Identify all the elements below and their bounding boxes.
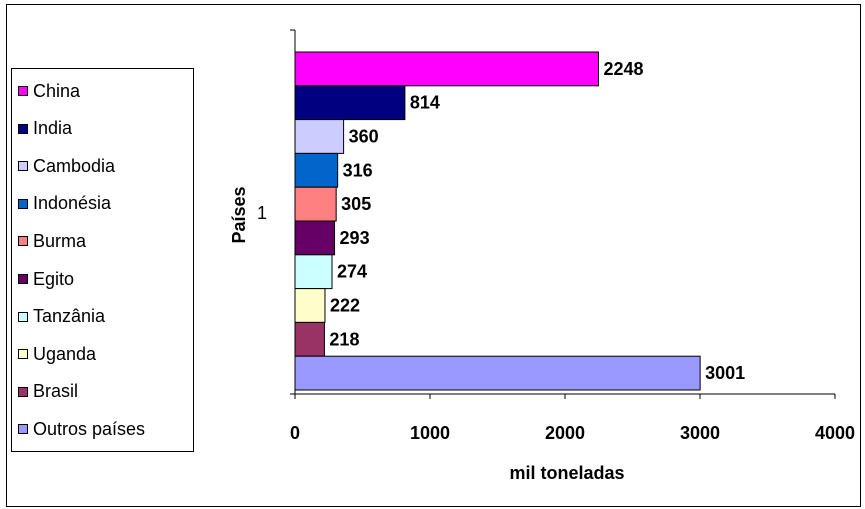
legend-label: Burma [33, 230, 87, 251]
bar-cambodia [294, 119, 345, 154]
legend-swatch [18, 236, 28, 247]
data-label: 814 [410, 93, 440, 113]
legend-item: Burma [18, 230, 86, 252]
data-label: 305 [341, 194, 371, 214]
y-tick-label: 1 [257, 203, 267, 223]
legend-label: Tanzânia [33, 306, 106, 327]
data-label: 218 [329, 329, 359, 349]
legend-label: India [33, 118, 73, 139]
legend-swatch [18, 86, 28, 96]
data-label: 222 [330, 296, 360, 316]
legend-swatch [18, 161, 28, 172]
legend-swatch [18, 349, 28, 360]
data-label: 2248 [603, 59, 643, 79]
legend-label: Outros países [33, 418, 146, 439]
legend-item: China [18, 80, 80, 102]
legend-label: China [33, 80, 81, 101]
legend-swatch [18, 424, 28, 435]
data-label: 274 [337, 262, 367, 282]
x-tick-label: 1000 [410, 423, 450, 443]
legend-item: Uganda [18, 343, 96, 365]
x-axis-title: mil toneladas [509, 463, 624, 483]
y-axis-title: Países [229, 186, 249, 243]
legend-item: Brasil [18, 381, 78, 403]
bar-burma [294, 186, 337, 222]
bar-china [294, 51, 599, 87]
legend-label: Egito [33, 268, 75, 289]
legend-item: Tanzânia [18, 306, 105, 328]
tick-labels: 0 1000 2000 3000 4000 1 [257, 203, 855, 443]
bars [294, 51, 701, 391]
data-label: 360 [349, 127, 379, 147]
bar-india [294, 85, 406, 121]
legend-item: India [18, 118, 72, 140]
legend-item: Outros países [18, 418, 145, 440]
bar-tanzânia [294, 254, 333, 290]
bar-uganda [294, 288, 326, 323]
x-tick-label: 2000 [545, 423, 585, 443]
legend-swatch [18, 311, 28, 322]
x-tick-label: 4000 [815, 423, 855, 443]
legend: China India Cambodia Indonésia Burma Egito Tan… [11, 68, 194, 452]
bar-outros-países [294, 355, 701, 391]
x-tick-label: 3000 [680, 423, 720, 443]
data-labels: 2248 814 360 316 305 293 274 222 218 3001 [329, 59, 745, 383]
legend-label: Indonésia [33, 193, 112, 214]
bar-egito [294, 220, 336, 256]
legend-item: Cambodia [18, 155, 115, 177]
legend-item: Indonésia [18, 193, 111, 215]
bar-brasil [294, 321, 325, 357]
x-tick-label: 0 [290, 423, 300, 443]
legend-label: Uganda [33, 343, 97, 364]
data-label: 293 [340, 228, 370, 248]
legend-swatch [18, 274, 28, 284]
legend-swatch [18, 386, 28, 397]
legend-label: Brasil [33, 381, 79, 402]
legend-label: Cambodia [33, 155, 116, 176]
legend-item: Egito [18, 268, 74, 290]
legend-swatch [18, 198, 28, 209]
data-label: 316 [343, 160, 373, 180]
data-label: 3001 [705, 363, 745, 383]
bar-indonésia [294, 152, 339, 188]
legend-swatch [18, 123, 28, 134]
